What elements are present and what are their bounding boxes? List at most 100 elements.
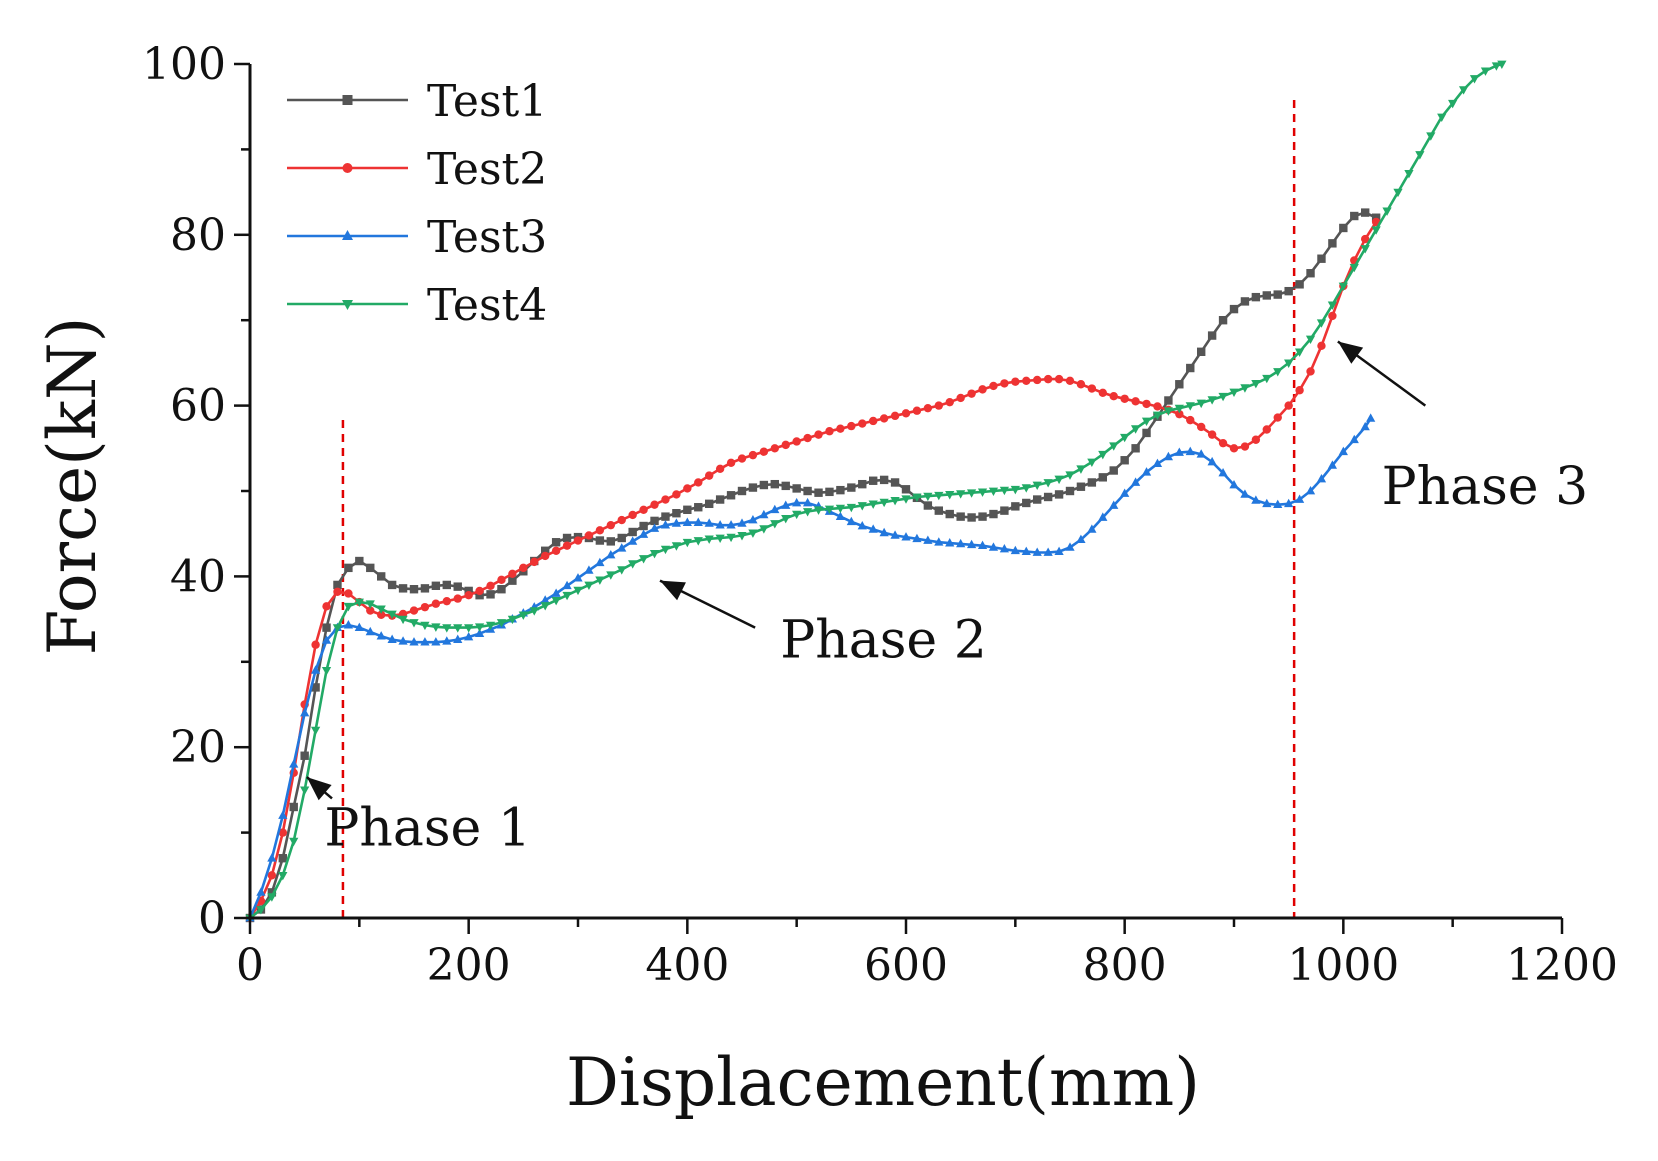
data-point <box>1021 546 1031 555</box>
data-point <box>1218 316 1228 325</box>
data-point <box>300 786 310 795</box>
y-tick-label: 20 <box>170 722 226 773</box>
data-point <box>617 533 626 543</box>
data-point <box>1366 413 1376 422</box>
data-point <box>518 611 528 620</box>
data-point <box>540 602 550 611</box>
data-point <box>1185 446 1195 456</box>
data-point <box>595 536 605 545</box>
data-point <box>617 566 627 575</box>
data-point <box>1043 492 1053 502</box>
data-point <box>1065 376 1075 386</box>
data-point <box>322 602 331 611</box>
data-point <box>1186 363 1195 373</box>
data-point <box>792 497 802 507</box>
data-point <box>1130 477 1141 486</box>
data-point <box>606 550 616 559</box>
data-point <box>442 636 452 645</box>
data-point <box>715 520 725 529</box>
data-point <box>802 508 813 517</box>
data-point <box>770 479 779 489</box>
data-point <box>497 585 506 594</box>
data-point <box>847 421 856 431</box>
data-point <box>988 542 999 551</box>
data-point <box>1295 280 1304 289</box>
data-point <box>825 487 834 497</box>
data-point <box>1207 430 1217 439</box>
data-point <box>584 531 594 540</box>
data-point <box>803 433 812 443</box>
data-point <box>1480 67 1491 76</box>
data-point <box>1054 475 1064 485</box>
data-point <box>1360 245 1370 254</box>
data-point <box>311 683 320 692</box>
data-point <box>726 520 736 529</box>
data-point <box>803 486 812 496</box>
data-point <box>628 560 638 569</box>
data-point <box>387 634 397 643</box>
data-point <box>377 572 386 581</box>
x-tick-label: 200 <box>427 940 511 991</box>
data-point <box>1273 413 1282 422</box>
data-point <box>967 513 976 522</box>
data-point <box>1033 375 1042 385</box>
data-point <box>770 444 779 453</box>
data-point <box>671 542 682 551</box>
data-point <box>704 518 714 527</box>
data-point <box>420 637 430 646</box>
data-point <box>814 488 823 497</box>
data-point <box>683 484 692 493</box>
data-point <box>704 535 714 544</box>
y-tick-label: 100 <box>142 39 226 90</box>
data-point <box>693 517 703 526</box>
data-point <box>693 537 703 546</box>
data-point <box>1021 484 1031 493</box>
annotation-phase-3: Phase 3 <box>1337 340 1588 517</box>
data-point <box>1317 341 1326 351</box>
data-point <box>541 546 550 555</box>
data-point <box>420 584 430 593</box>
data-point <box>671 518 682 527</box>
data-point <box>923 501 933 510</box>
data-point <box>1371 213 1381 222</box>
data-point <box>759 447 769 456</box>
data-point <box>1273 368 1283 377</box>
data-point <box>387 580 397 590</box>
data-point <box>551 538 561 547</box>
legend-label: Test4 <box>427 280 547 331</box>
data-point <box>901 495 911 504</box>
data-point <box>617 515 626 525</box>
data-point <box>858 479 867 489</box>
data-point <box>781 500 791 509</box>
x-tick-label: 600 <box>864 940 948 991</box>
data-point <box>1164 396 1173 405</box>
data-point <box>1284 286 1293 296</box>
data-point <box>1175 409 1184 419</box>
data-point <box>1011 502 1020 511</box>
data-point <box>442 596 451 606</box>
legend-swatch-marker <box>342 300 353 310</box>
arrow-head <box>1337 341 1364 364</box>
y-tick-label: 40 <box>170 551 226 602</box>
data-point <box>1218 392 1228 402</box>
data-point <box>836 424 845 433</box>
data-point <box>1338 446 1348 456</box>
data-point <box>1130 425 1141 434</box>
data-point <box>1448 99 1458 109</box>
data-point <box>1076 482 1086 491</box>
data-point <box>1196 449 1206 458</box>
data-point <box>1163 451 1174 461</box>
data-point <box>1415 151 1425 160</box>
data-point <box>846 503 856 513</box>
data-point <box>890 530 900 539</box>
data-point <box>541 551 550 561</box>
tick-labels: 0 200 400 600 800 1000 1200 0 20 40 60 80 100 <box>142 39 1618 991</box>
data-point <box>278 871 288 881</box>
data-point <box>1185 402 1195 411</box>
data-point <box>322 623 331 632</box>
data-point <box>1469 75 1480 84</box>
data-point <box>934 537 944 546</box>
data-point <box>1339 223 1348 233</box>
data-point <box>420 602 430 612</box>
